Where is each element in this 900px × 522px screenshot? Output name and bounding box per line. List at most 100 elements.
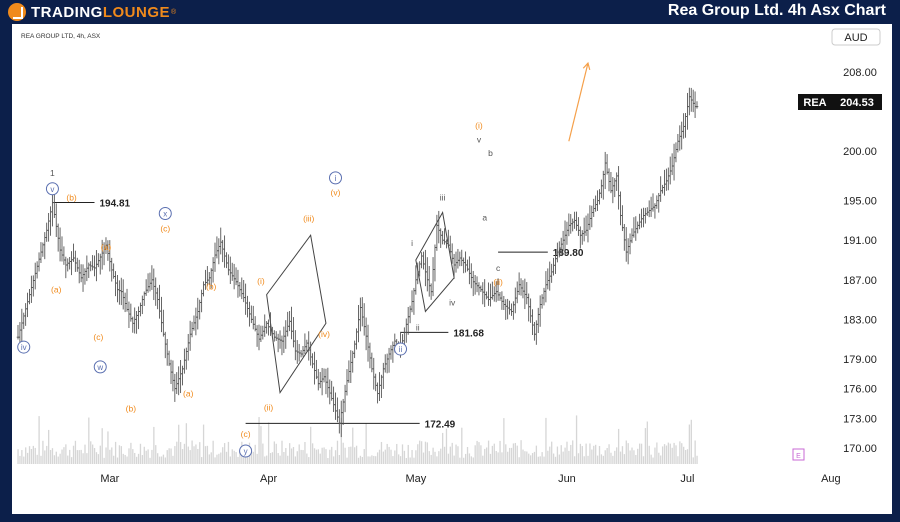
volume-bar — [596, 455, 599, 464]
wave-label: i — [411, 238, 413, 248]
volume-bar — [302, 450, 304, 464]
wave-labels: 1v(b)(a)iv(a)(c)w(b)x(c)(a)(b)(c)y(i)(ii… — [17, 120, 503, 458]
volume-bar — [623, 454, 626, 464]
volume-bar — [300, 449, 302, 464]
volume-bar — [235, 452, 237, 464]
volume-bar — [352, 427, 354, 464]
volume-bar — [495, 451, 497, 464]
volume-bar — [677, 456, 679, 464]
wave-label: x — [163, 209, 167, 218]
volume-bar — [158, 456, 161, 464]
volume-bar — [260, 426, 262, 464]
wave-label: (ii) — [493, 277, 503, 287]
volume-bar — [476, 440, 478, 464]
volume-bar — [562, 451, 564, 464]
volume-bar — [526, 451, 528, 464]
volume-bar — [287, 455, 289, 464]
timeframe-marker[interactable]: E — [792, 448, 805, 461]
volume-bar — [593, 445, 595, 464]
volume-bar — [93, 448, 96, 464]
volume-bar — [84, 444, 86, 464]
volume-bar — [551, 441, 553, 464]
volume-bar — [560, 445, 562, 464]
candles — [16, 87, 699, 438]
volume-bar — [78, 450, 80, 464]
volume-bar — [394, 450, 396, 464]
chart-panel: 194.81 172.49 181.68 189.80 1 v (b) (a) iv (a) (c… — [12, 24, 892, 514]
volume-bar — [621, 446, 624, 464]
x-tick-label: Apr — [260, 473, 277, 485]
volume-bar — [407, 444, 409, 464]
volume-bar — [420, 441, 423, 464]
volume-bar — [59, 453, 61, 464]
volume-bar — [189, 450, 191, 464]
y-tick-label: 187.00 — [843, 275, 877, 287]
swing-level-lines: 194.81 172.49 181.68 189.80 — [52, 199, 584, 430]
volume-bar — [464, 453, 467, 464]
volume-bar — [499, 440, 501, 464]
volume-bar — [673, 442, 675, 464]
volume-bar — [386, 443, 388, 464]
volume-bar — [440, 448, 442, 464]
volume-bar — [105, 447, 107, 464]
volume-bar — [616, 447, 618, 464]
header-bar: TRADINGLOUNGE ® Rea Group Ltd. 4h Asx Ch… — [0, 0, 900, 24]
volume-bar — [350, 446, 352, 464]
volume-bar — [434, 451, 436, 464]
volume-bar — [617, 428, 620, 464]
volume-bar — [214, 457, 216, 464]
arrow-head — [582, 61, 591, 71]
volume-bar — [220, 452, 222, 464]
volume-bar — [359, 455, 362, 464]
volume-bar — [399, 456, 402, 464]
volume-bar — [369, 456, 371, 464]
volume-bar — [174, 446, 176, 464]
volume-bar — [514, 442, 516, 464]
volume-bar — [639, 443, 641, 464]
volume-bar — [212, 440, 214, 464]
volume-bar — [149, 457, 151, 464]
volume-bar — [478, 442, 480, 464]
volume-bar — [292, 447, 295, 464]
volume-bar — [633, 450, 635, 464]
volume-bar — [120, 446, 122, 464]
volume-bar — [541, 452, 543, 464]
volume-bar — [363, 449, 365, 464]
volume-bar — [99, 445, 101, 464]
volume-bar — [23, 456, 25, 464]
volume-bar — [338, 454, 341, 464]
wave-label: (a) — [51, 285, 62, 295]
volume-bar — [367, 456, 369, 464]
logo-trademark: ® — [171, 8, 177, 16]
volume-bar — [378, 449, 381, 464]
currency-box[interactable] — [831, 28, 881, 46]
volume-bar — [271, 452, 274, 464]
volume-bar — [468, 453, 471, 464]
volume-bar — [415, 450, 417, 464]
volume-bar — [183, 443, 186, 464]
volume-bar — [179, 442, 182, 464]
volume-bar — [137, 453, 140, 464]
volume-bar — [409, 457, 411, 464]
volume-bar — [648, 445, 650, 464]
volume-bar — [254, 444, 256, 464]
volume-bar — [696, 455, 698, 464]
volume-bars — [17, 415, 698, 464]
volume-bar — [153, 426, 155, 464]
volume-bar — [277, 453, 279, 464]
volume-bar — [365, 423, 367, 464]
wave-label: (ii) — [264, 402, 274, 412]
volume-bar — [681, 443, 683, 464]
last-price-badge: REA 204.53 — [798, 94, 882, 110]
x-tick-label: Jul — [680, 473, 694, 485]
volume-bar — [554, 456, 557, 464]
volume-bar — [375, 456, 377, 464]
volume-bar — [591, 449, 593, 464]
volume-bar — [522, 449, 524, 464]
volume-bar — [195, 444, 197, 464]
volume-bar — [665, 445, 668, 464]
volume-bar — [355, 445, 358, 464]
wave-label: (b) — [66, 193, 77, 203]
price-value: 204.53 — [840, 97, 874, 109]
